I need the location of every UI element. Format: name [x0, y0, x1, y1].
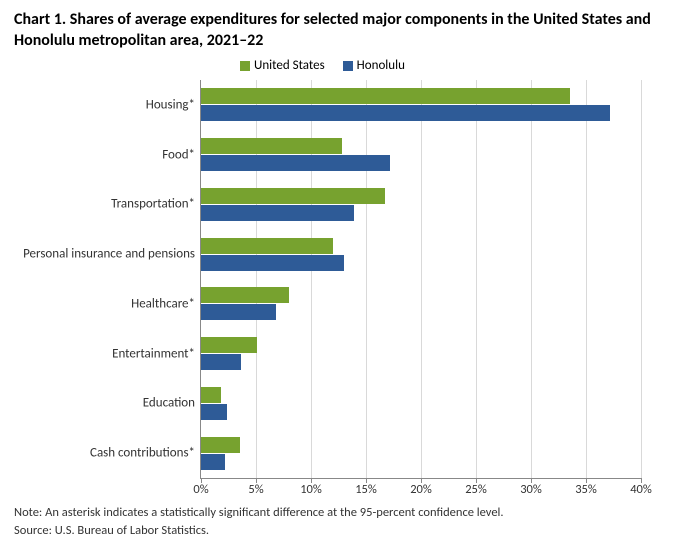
legend-swatch-us — [240, 61, 250, 71]
bar-us — [201, 138, 342, 154]
category-label: Food* — [162, 147, 195, 162]
gridline — [366, 80, 367, 478]
bar-us — [201, 437, 240, 453]
gridline — [476, 80, 477, 478]
bar-honolulu — [201, 304, 276, 320]
category-label: Education — [143, 396, 195, 411]
category-label: Healthcare* — [131, 296, 195, 311]
category-label: Cash contributions* — [90, 446, 195, 461]
x-axis-label: 0% — [193, 482, 208, 497]
category-label: Personal insurance and pensions — [23, 247, 195, 262]
category-label: Housing* — [146, 97, 195, 112]
bar-us — [201, 188, 385, 204]
x-axis-label: 5% — [248, 482, 263, 497]
chart-title: Chart 1. Shares of average expenditures … — [14, 10, 672, 52]
bar-honolulu — [201, 205, 354, 221]
bar-honolulu — [201, 255, 344, 271]
x-axis-label: 35% — [575, 482, 597, 497]
legend-swatch-honolulu — [343, 61, 353, 71]
chart-plot-area: 0%5%10%15%20%25%30%35%40%Housing*Food*Tr… — [200, 80, 641, 479]
x-axis-label: 25% — [465, 482, 487, 497]
x-axis-label: 40% — [630, 482, 652, 497]
bar-honolulu — [201, 404, 227, 420]
x-axis-label: 30% — [520, 482, 542, 497]
x-axis-label: 10% — [300, 482, 322, 497]
bar-honolulu — [201, 454, 225, 470]
bar-honolulu — [201, 155, 390, 171]
bar-us — [201, 287, 289, 303]
legend-label-honolulu: Honolulu — [357, 58, 405, 73]
x-axis-label: 20% — [410, 482, 432, 497]
bar-us — [201, 337, 257, 353]
category-label: Transportation* — [111, 197, 195, 212]
gridline — [421, 80, 422, 478]
category-label: Entertainment* — [112, 346, 195, 361]
bar-us — [201, 387, 221, 403]
legend-item-us: United States — [240, 58, 325, 73]
bar-honolulu — [201, 105, 610, 121]
chart-note: Note: An asterisk indicates a statistica… — [14, 505, 672, 520]
gridline — [641, 80, 642, 478]
gridline — [531, 80, 532, 478]
chart-source: Source: U.S. Bureau of Labor Statistics. — [14, 523, 672, 538]
x-axis-label: 15% — [355, 482, 377, 497]
legend-label-us: United States — [254, 58, 325, 73]
legend-item-honolulu: Honolulu — [343, 58, 405, 73]
bar-honolulu — [201, 354, 241, 370]
bar-us — [201, 88, 570, 104]
legend: United States Honolulu — [240, 58, 405, 73]
gridline — [586, 80, 587, 478]
bar-us — [201, 238, 333, 254]
